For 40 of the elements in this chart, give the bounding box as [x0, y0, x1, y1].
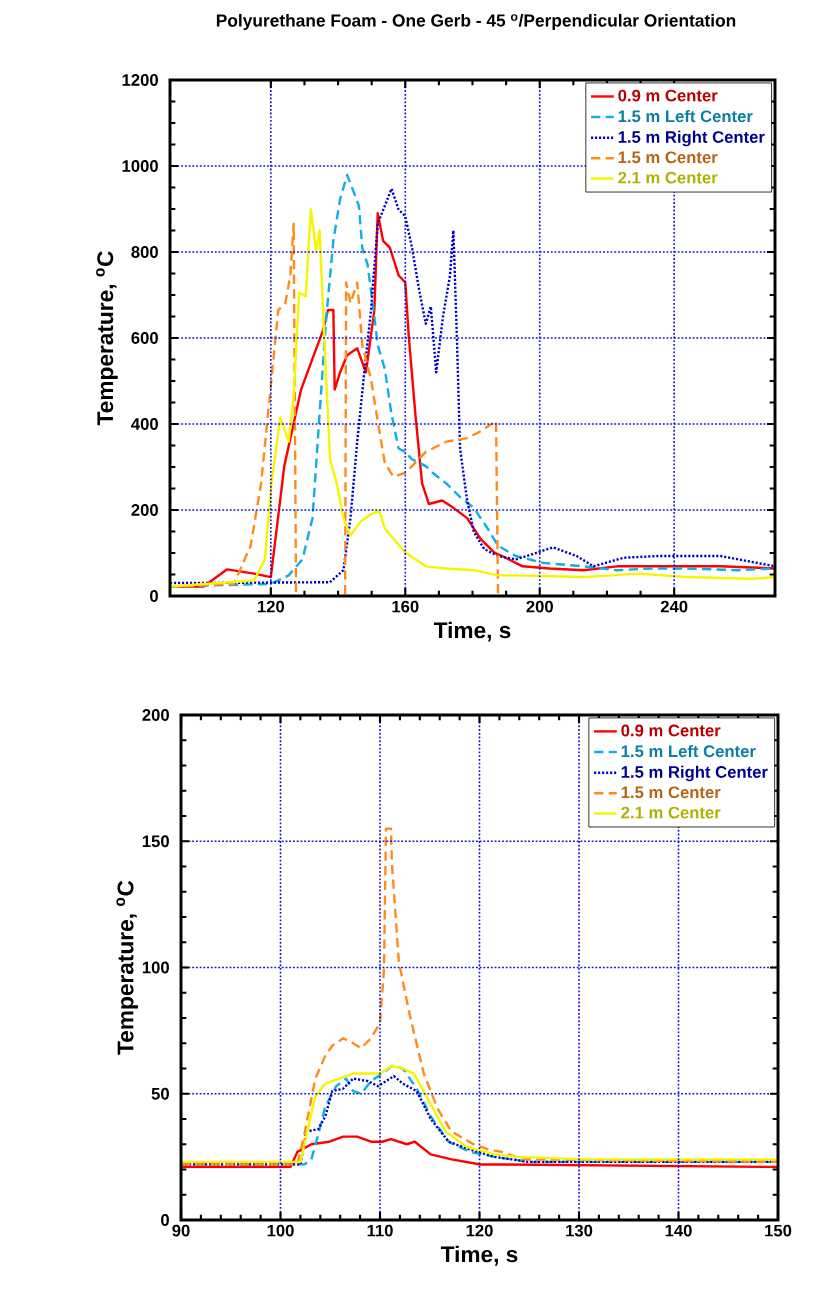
line-series [181, 1135, 778, 1169]
legend-label: 1.5 m Right Center [621, 765, 768, 782]
y-tick-label: 150 [142, 835, 169, 848]
x-tick-label: 120 [466, 1224, 493, 1237]
x-tick-label: 100 [267, 1224, 294, 1237]
legend-label: 1.5 m Center [618, 151, 718, 164]
x-tick-label: 200 [526, 600, 553, 613]
y-tick-label: 600 [131, 332, 158, 344]
y-tick-label: 200 [142, 709, 169, 721]
y-tick-label: 1200 [122, 74, 158, 86]
legend-label: 0.9 m Center [618, 89, 718, 102]
x-tick-label: 90 [172, 1224, 190, 1237]
y-tick-label: 1000 [122, 160, 158, 172]
legend-label: 2.1 m Center [618, 171, 718, 184]
x-tick-label: 240 [660, 600, 688, 613]
x-tick-label: 140 [665, 1224, 692, 1237]
x-tick-label: 150 [765, 1224, 792, 1237]
legend-label: 1.5 m Right Center [618, 130, 765, 147]
x-axis-title: Time, s [440, 1245, 518, 1266]
chart-title: Polyurethane Foam - One Gerb - 45 $^{o}$/Perpendicular Orientation [216, 13, 736, 31]
x-axis-title: Time, s [433, 621, 511, 642]
x-tick-label: 160 [392, 600, 419, 613]
x-tick-label: 110 [367, 1224, 393, 1237]
y-tick-label: 200 [131, 504, 158, 516]
legend-label: 2.1 m Center [621, 806, 721, 819]
y-tick-label: 100 [142, 961, 169, 974]
y-tick-label: 0 [150, 590, 158, 602]
y-tick-label: 400 [131, 418, 158, 430]
line-series [181, 827, 778, 1166]
y-tick-label: 800 [131, 246, 158, 258]
y-tick-label: 0 [161, 1214, 169, 1226]
x-tick-label: 120 [257, 600, 285, 613]
x-tick-label: 130 [566, 1224, 593, 1237]
y-tick-label: 50 [151, 1087, 169, 1100]
y-axis-title: Temperature, $^{o}$C [116, 880, 138, 1055]
y-axis-title: Temperature, $^{o}$C [96, 251, 118, 426]
legend-label: 0.9 m Center [621, 724, 721, 737]
legend-label: 1.5 m Left Center [618, 109, 753, 123]
legend-label: 1.5 m Left Center [621, 744, 756, 758]
legend-label: 1.5 m Center [621, 786, 721, 799]
